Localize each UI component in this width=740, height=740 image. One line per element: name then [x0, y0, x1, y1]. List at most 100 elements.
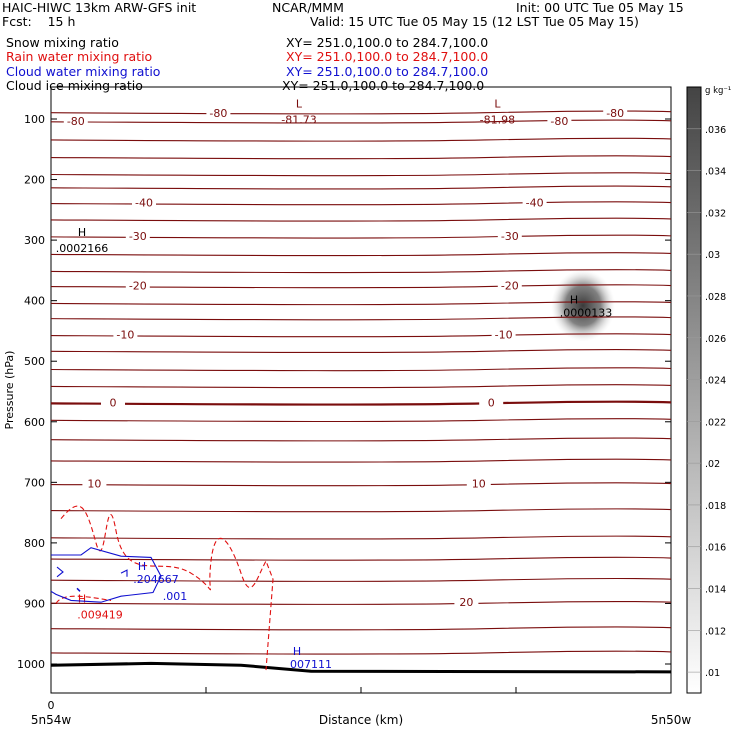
extremum-value: .0002166 — [56, 242, 109, 255]
temperature-contour — [50, 234, 672, 239]
snow-extremum-value: .0000133 — [560, 307, 613, 320]
temperature-contour — [50, 437, 672, 442]
contour-label: -10 — [495, 329, 513, 342]
y-tick-label: 800 — [24, 537, 45, 550]
field-rain-xy: XY= 251.0,100.0 to 284.7,100.0 — [286, 49, 489, 64]
cloud-extremum-value: 007111 — [290, 658, 332, 671]
contour-label: 0 — [488, 396, 495, 409]
x-left-label: 5n54w — [31, 713, 72, 727]
extremum-mark: H — [78, 226, 86, 239]
contour-label-bg — [132, 195, 156, 208]
rain-contour — [55, 595, 112, 604]
colorbar-unit: g kg⁻¹ — [705, 86, 731, 96]
temperature-contour — [50, 578, 672, 582]
contour-label: -20 — [129, 280, 147, 293]
temperature-contour — [50, 482, 672, 487]
colorbar-tick-label: .018 — [705, 501, 726, 512]
contour-label-bg — [497, 278, 522, 291]
contour-label: 0 — [110, 396, 117, 409]
temperature-contour — [50, 626, 672, 631]
field-ice-name: Cloud ice mixing ratio — [6, 78, 143, 93]
field-snow-name: Snow mixing ratio — [6, 35, 119, 50]
colorbar-tick-label: .03 — [705, 250, 720, 261]
y-tick-label: 400 — [24, 295, 45, 308]
cloud-water-contour — [120, 569, 128, 577]
contour-label: -40 — [135, 197, 153, 210]
temperature-contour — [50, 601, 672, 605]
contour-label: -80 — [67, 115, 85, 128]
temperature-contour — [50, 155, 672, 160]
contour-label: 10 — [472, 478, 486, 491]
colorbar-tick-label: .032 — [705, 208, 726, 219]
field-rain-name: Rain water mixing ratio — [6, 49, 153, 64]
temperature-contour — [50, 217, 672, 222]
temperature-contour — [50, 119, 672, 124]
contour-label-bg — [63, 113, 88, 126]
colorbar-tick-label: .02 — [705, 459, 720, 470]
colorbar-tick-label: .014 — [705, 585, 726, 596]
cloud-extremum-mark: H — [138, 560, 146, 573]
y-tick-label: 900 — [24, 597, 45, 610]
temperature-contour — [50, 384, 672, 389]
cloud-water-contour — [50, 547, 162, 603]
contour-label: 20 — [459, 596, 473, 609]
y-tick-label: 600 — [24, 416, 45, 429]
extremum-value: -81.73 — [281, 114, 316, 127]
cloud-contour-label: .001 — [163, 590, 188, 603]
temperature-contour — [50, 284, 672, 289]
init-time: Init: 00 UTC Tue 05 May 15 — [516, 0, 684, 15]
y-tick-label: 500 — [24, 355, 45, 368]
temperature-contour — [50, 650, 672, 655]
contour-label-bg — [125, 228, 150, 241]
colorbar-tick-label: .034 — [705, 167, 726, 178]
temperature-contour — [50, 172, 672, 177]
colorbar-tick-label: .022 — [705, 417, 726, 428]
colorbar-tick-label: .012 — [705, 626, 726, 637]
contour-label-bg — [101, 395, 125, 408]
temperature-contour — [50, 556, 672, 561]
contour-label: -80 — [209, 107, 227, 120]
contour-label-bg — [491, 327, 516, 340]
contour-label: 10 — [87, 478, 101, 491]
temperature-contour — [50, 458, 672, 463]
extremum-mark: L — [296, 98, 303, 111]
colorbar-tick-label: .024 — [705, 376, 726, 387]
rain-extremum-value: .009419 — [77, 608, 123, 621]
contour-label: -80 — [606, 107, 624, 120]
extremum-mark: L — [494, 98, 501, 111]
contour-label: -20 — [501, 280, 519, 293]
rain-extremum-mark: H — [78, 592, 86, 605]
temperature-contour — [50, 110, 672, 115]
contour-label: -30 — [501, 230, 519, 243]
contour-label: -10 — [116, 329, 134, 342]
contour-label: -80 — [550, 115, 568, 128]
field-cloud-name: Cloud water mixing ratio — [6, 64, 161, 79]
y-tick-label: 100 — [24, 113, 45, 126]
contour-label-bg — [497, 228, 522, 241]
temperature-contour — [50, 400, 672, 406]
y-tick-label: 700 — [24, 476, 45, 489]
extremum-value: -81.98 — [480, 114, 515, 127]
x-right-label: 5n50w — [651, 713, 692, 727]
temperature-contour — [50, 418, 672, 423]
rain-contour — [60, 505, 274, 671]
temperature-contour — [50, 201, 672, 206]
cloud-extremum-mark: H — [293, 645, 301, 658]
temperature-contour — [50, 508, 672, 513]
contour-label-bg — [603, 105, 628, 118]
terrain-surface — [50, 661, 672, 674]
cloud-water-contour — [56, 566, 64, 578]
y-tick-label: 300 — [24, 234, 45, 247]
temperature-contour — [50, 333, 672, 338]
cloud-extremum-value: .204667 — [133, 573, 179, 586]
contour-label-bg — [466, 476, 491, 489]
colorbar — [686, 86, 702, 694]
field-cloud-xy: XY= 251.0,100.0 to 284.7,100.0 — [286, 64, 489, 79]
temperature-contour — [50, 269, 672, 274]
temperature-contour — [50, 185, 672, 190]
colorbar-tick-label: .036 — [705, 125, 726, 136]
contour-label: -40 — [526, 197, 544, 210]
valid-time: Valid: 15 UTC Tue 05 May 15 (12 LST Tue … — [310, 14, 639, 29]
x-axis-label: Distance (km) — [319, 713, 403, 727]
